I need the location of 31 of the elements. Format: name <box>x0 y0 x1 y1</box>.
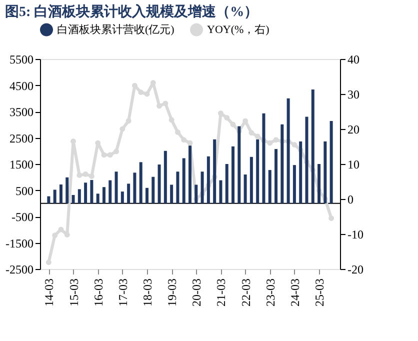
x-tick-label: 20-03 <box>190 278 204 306</box>
y-tick-label: 5500 <box>10 52 34 66</box>
x-tick-label: 22-03 <box>238 278 253 306</box>
chart-title: 图5: 白酒板块累计收入规模及增速（%） <box>5 4 258 20</box>
y2-tick-label: 0 <box>348 192 354 206</box>
y2-tick-label: 30 <box>348 88 360 102</box>
x-tick-label: 24-03 <box>288 278 302 306</box>
y-tick-label: -500 <box>12 210 34 224</box>
y2-tick-label: 20 <box>348 122 360 136</box>
y-tick-label: 500 <box>16 184 34 198</box>
y-tick-label: -1500 <box>6 236 34 250</box>
y2-tick-label: 40 <box>348 52 360 66</box>
y-tick-label: 1500 <box>10 158 34 172</box>
y-tick-label: -2500 <box>6 262 34 276</box>
x-tick-label: 14-03 <box>42 278 56 306</box>
y-tick-label: 3500 <box>10 105 34 119</box>
y-tick-label: 4500 <box>10 78 34 93</box>
y2-tick-label: -20 <box>348 262 364 276</box>
x-tick-label: 18-03 <box>140 278 154 306</box>
x-tick-label: 15-03 <box>66 278 81 306</box>
x-tick-label: 23-03 <box>263 278 278 306</box>
x-tick-label: 19-03 <box>165 278 180 306</box>
x-tick-label: 17-03 <box>116 278 130 306</box>
legend-label: YOY(%，右) <box>207 24 270 36</box>
x-tick-label: 16-03 <box>91 278 106 306</box>
legend-label: 白酒板块累计营收(亿元) <box>57 22 175 36</box>
x-tick-label: 25-03 <box>312 278 327 306</box>
y2-tick-label: -10 <box>348 228 364 242</box>
x-tick-label: 21-03 <box>214 278 228 306</box>
y-tick-label: 2500 <box>10 131 34 146</box>
y2-tick-label: 10 <box>348 158 360 172</box>
